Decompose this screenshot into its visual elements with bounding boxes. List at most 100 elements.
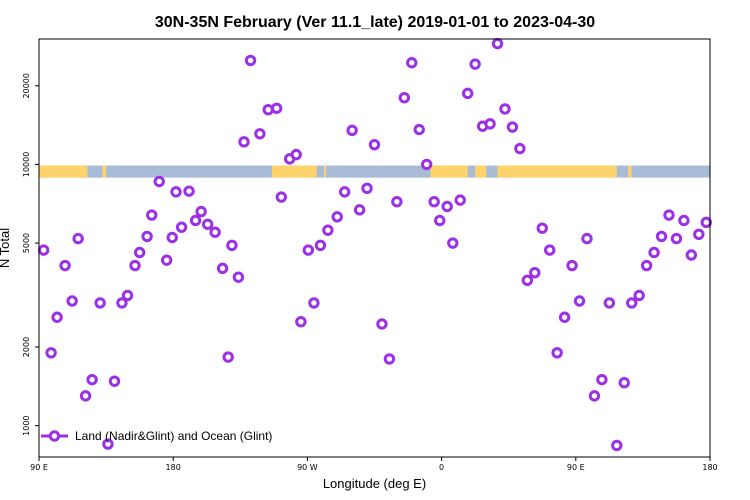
data-point	[86, 373, 98, 386]
data-point	[469, 58, 481, 70]
data-points	[37, 37, 712, 452]
data-point	[160, 254, 173, 266]
data-point	[499, 103, 511, 115]
data-point	[133, 246, 146, 259]
data-point	[346, 124, 358, 137]
x-tick-label: 180	[702, 463, 717, 472]
legend-marker	[48, 430, 61, 442]
data-point	[302, 244, 315, 256]
data-point	[222, 351, 234, 363]
data-point	[116, 297, 128, 309]
land-segment	[475, 165, 487, 178]
data-point	[529, 266, 541, 279]
legend-label: Land (Nadir&Glint) and Ocean (Glint)	[75, 429, 272, 443]
y-tick-label: 20000	[22, 73, 31, 98]
land-segment	[271, 165, 317, 178]
data-point	[129, 259, 141, 272]
data-point	[700, 216, 712, 229]
data-point	[209, 226, 221, 238]
data-point	[461, 87, 474, 100]
data-point	[270, 102, 283, 114]
data-point	[618, 377, 630, 389]
data-point	[331, 211, 343, 223]
data-point	[640, 259, 653, 272]
data-point	[201, 218, 214, 230]
data-point	[536, 222, 548, 234]
y-tick-label: 1000	[22, 415, 31, 435]
data-point	[454, 194, 466, 206]
x-axis-title: Longitude (deg E)	[323, 476, 426, 491]
data-point	[655, 230, 668, 243]
data-point	[232, 271, 245, 283]
data-point	[514, 142, 526, 155]
data-point	[428, 195, 440, 208]
data-point	[238, 136, 250, 148]
data-point	[72, 232, 84, 245]
data-point	[611, 439, 623, 452]
data-point	[406, 57, 418, 69]
data-point	[361, 182, 373, 195]
land-segment	[627, 165, 632, 178]
data-point	[544, 244, 556, 256]
data-point	[413, 123, 425, 136]
data-point	[551, 347, 563, 359]
x-tick-label: 0	[439, 463, 444, 472]
data-point	[558, 311, 571, 323]
data-point	[353, 204, 366, 216]
y-tick-label: 2000	[22, 337, 31, 357]
data-point	[314, 239, 327, 252]
data-point	[254, 128, 266, 140]
data-point	[141, 230, 153, 243]
plot-frame	[38, 38, 711, 458]
data-point	[290, 148, 302, 161]
data-point	[685, 249, 698, 261]
data-point	[626, 297, 638, 309]
data-point	[521, 274, 534, 287]
land-segment	[430, 165, 468, 178]
land-segment	[324, 165, 327, 178]
data-point	[383, 353, 396, 365]
data-point	[663, 209, 675, 221]
data-point	[506, 121, 519, 133]
chart-title: 30N-35N February (Ver 11.1_late) 2019-01…	[155, 14, 595, 31]
data-point	[66, 295, 78, 307]
data-point	[338, 186, 351, 198]
data-point	[648, 246, 660, 259]
data-point	[588, 390, 601, 402]
data-point	[678, 214, 690, 227]
data-point	[581, 232, 593, 245]
data-point	[670, 232, 683, 245]
y-axis-title: N Total	[0, 228, 12, 268]
data-point	[693, 228, 705, 241]
data-point	[322, 224, 334, 236]
data-point	[166, 231, 178, 244]
data-point	[441, 200, 453, 213]
data-point	[420, 158, 433, 171]
data-point	[447, 237, 459, 249]
data-point	[308, 297, 320, 309]
data-point	[368, 138, 381, 151]
x-tick-label: 180	[166, 463, 181, 472]
data-point	[573, 295, 586, 307]
data-point	[275, 191, 288, 203]
y-tick-label: 5000	[22, 233, 31, 253]
x-axis-ticks: 90 E 180 90 W 0 90 E 180	[30, 457, 718, 472]
y-tick-label: 10000	[22, 152, 31, 177]
data-point	[45, 347, 57, 359]
data-point	[51, 311, 63, 323]
data-point	[633, 289, 645, 302]
data-point	[596, 373, 608, 386]
land-segment	[39, 165, 88, 178]
data-point	[37, 244, 50, 256]
data-point	[226, 239, 238, 252]
x-tick-label: 90 E	[30, 463, 48, 472]
data-point	[603, 297, 616, 309]
data-point	[175, 221, 188, 233]
land-segment	[497, 165, 617, 178]
data-point	[170, 186, 182, 198]
data-point	[183, 185, 195, 197]
data-point	[189, 214, 202, 227]
data-point	[434, 214, 446, 227]
data-point	[244, 54, 257, 67]
